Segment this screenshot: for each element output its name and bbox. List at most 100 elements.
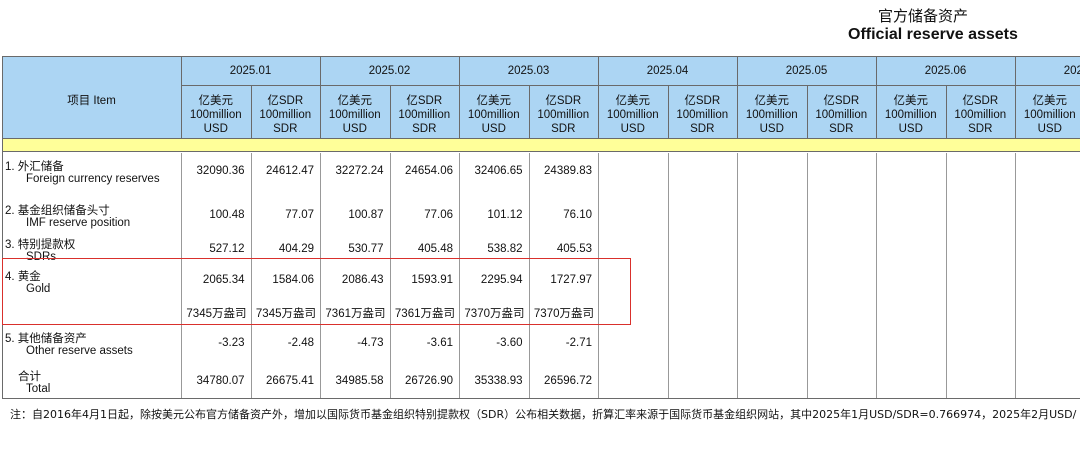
row-label-cn: 4. 黄金 (5, 271, 41, 283)
cell-value: 527.12 (209, 243, 245, 255)
cell-value: 35338.93 (474, 375, 523, 387)
month-border (181, 56, 320, 86)
unit-border (598, 86, 668, 138)
column-line (1015, 153, 1016, 398)
month-label: 2025.05 (785, 65, 828, 77)
month-label: 2025.01 (229, 65, 272, 77)
unit-border (1015, 86, 1080, 138)
unit-label: 亿SDR 100million SDR (676, 95, 729, 135)
cell-value: 24389.83 (544, 165, 592, 177)
title-cn: 官方储备资产 (878, 7, 969, 25)
unit-border (528, 86, 599, 138)
column-line (806, 153, 808, 398)
cell-gold-oz: 7345万盎司 (255, 308, 316, 320)
unit-border (667, 86, 738, 138)
unit-label: 亿美元 100million USD (1023, 95, 1076, 135)
title-en: Official reserve assets (848, 26, 1018, 43)
column-line (181, 153, 182, 398)
cell-value: 26675.41 (266, 375, 314, 387)
column-line (389, 153, 391, 398)
unit-border (181, 86, 251, 138)
cell-value: -2.48 (287, 337, 314, 349)
row-label-en: Other reserve assets (26, 345, 133, 357)
unit-border (945, 86, 1016, 138)
cell-value: 26596.72 (544, 375, 592, 387)
cell-value: 32272.24 (335, 165, 384, 177)
cell-value: 530.77 (348, 243, 384, 255)
column-line (876, 153, 877, 398)
month-label: 2025.02 (368, 65, 411, 77)
column-line (945, 153, 947, 398)
unit-label: 亿SDR 100million SDR (398, 95, 451, 135)
column-line (667, 153, 669, 398)
cell-gold-oz: 7345万盎司 (186, 308, 247, 320)
row-label-cn: 合计 (18, 371, 41, 383)
column-line (459, 153, 460, 398)
column-line (528, 153, 530, 398)
row-label-cn: 2. 基金组织储备头寸 (5, 205, 110, 217)
row-label-en: Foreign currency reserves (26, 173, 160, 185)
cell-value: -3.61 (426, 337, 453, 349)
column-line (320, 153, 321, 398)
unit-border (459, 86, 529, 138)
column-line (598, 153, 599, 398)
column-line (250, 153, 252, 398)
row-label-en: Total (26, 383, 51, 395)
cell-value: 538.82 (487, 243, 523, 255)
unit-border (320, 86, 390, 138)
yellow-band (2, 138, 1080, 152)
month-border (598, 56, 737, 86)
cell-gold-oz: 7361万盎司 (325, 308, 386, 320)
cell-value: 1593.91 (411, 274, 453, 286)
unit-border (876, 86, 946, 138)
unit-border (737, 86, 807, 138)
unit-label: 亿SDR 100million SDR (954, 95, 1007, 135)
unit-label: 亿美元 100million USD (328, 95, 381, 135)
unit-border (806, 86, 877, 138)
cell-value: 1727.97 (550, 274, 592, 286)
note: 注：自2016年4月1日起，除按美元公布官方储备资产外，增加以国际货币基金组织特… (10, 408, 1077, 421)
cell-value: 2065.34 (202, 274, 245, 286)
row-label-cn: 1. 外汇储备 (5, 161, 64, 173)
cell-value: 26726.90 (405, 375, 453, 387)
unit-label: 亿美元 100million USD (467, 95, 520, 135)
unit-label: 亿美元 100million USD (745, 95, 798, 135)
unit-label: 亿美元 100million USD (189, 95, 242, 135)
cell-value: -2.71 (565, 337, 592, 349)
left-border (2, 56, 3, 398)
unit-label: 亿SDR 100million SDR (537, 95, 590, 135)
cell-gold-oz: 7370万盎司 (533, 308, 594, 320)
cell-value: 2086.43 (341, 274, 384, 286)
cell-value: 34780.07 (196, 375, 245, 387)
cell-value: 77.06 (424, 209, 453, 221)
row-label-cn: 5. 其他储备资产 (5, 333, 87, 345)
month-label: 2025.06 (924, 65, 967, 77)
cell-gold-oz: 7361万盎司 (394, 308, 455, 320)
cell-value: 2295.94 (480, 274, 523, 286)
cell-value: 405.53 (556, 243, 592, 255)
cell-value: -4.73 (357, 337, 384, 349)
row-label-en: Gold (26, 283, 51, 295)
cell-value: 24654.06 (405, 165, 453, 177)
cell-value: 76.10 (563, 209, 592, 221)
cell-value: 405.48 (417, 243, 453, 255)
month-border (1015, 56, 1080, 86)
unit-label: 亿SDR 100million SDR (259, 95, 312, 135)
cell-value: 34985.58 (335, 375, 384, 387)
cell-value: 32406.65 (474, 165, 523, 177)
month-border (876, 56, 1015, 86)
cell-value: 404.29 (278, 243, 314, 255)
month-label: 2025.04 (646, 65, 689, 77)
cell-value: 101.12 (487, 209, 523, 221)
cell-gold-oz: 7370万盎司 (464, 308, 525, 320)
month-border (320, 56, 459, 86)
month-label: 2025.03 (507, 65, 550, 77)
column-line (737, 153, 738, 398)
cell-value: 32090.36 (196, 165, 245, 177)
cell-value: 1584.06 (272, 274, 314, 286)
row-label-cn: 3. 特别提款权 (5, 239, 76, 251)
month-border (459, 56, 598, 86)
unit-label: 亿美元 100million USD (884, 95, 937, 135)
cell-value: 100.87 (348, 209, 384, 221)
